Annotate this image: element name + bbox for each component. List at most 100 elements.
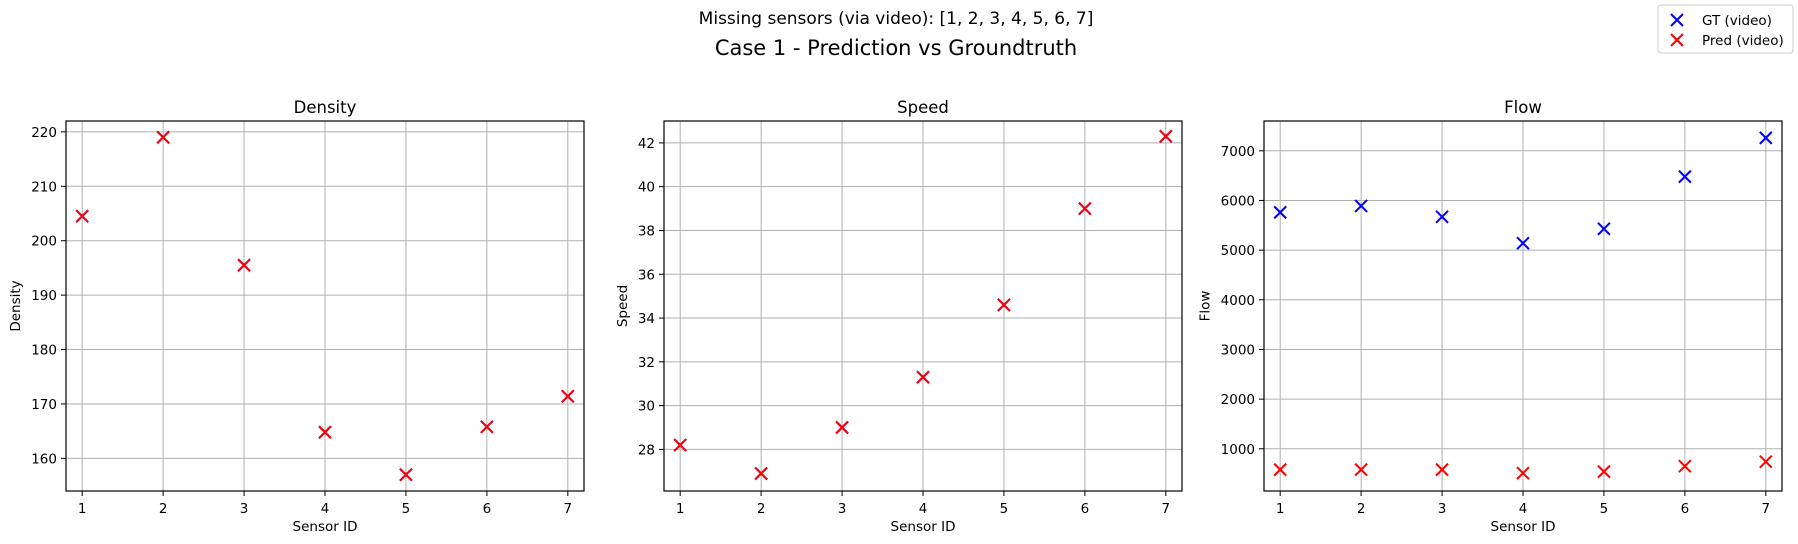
grid	[664, 121, 1182, 491]
x-tick-label: 7	[1762, 501, 1771, 517]
y-tick-label: 160	[31, 451, 57, 467]
data-point	[480, 420, 494, 434]
y-tick-label: 7000	[1221, 144, 1255, 160]
data-point	[1597, 464, 1611, 479]
data-point	[1678, 459, 1692, 473]
data-point	[1159, 129, 1173, 144]
legend-marker-pred	[1670, 33, 1684, 47]
y-tick-label: 42	[638, 136, 655, 152]
x-tick-label: 5	[402, 501, 411, 517]
y-tick-label: 220	[31, 125, 57, 141]
y-tick-label: 36	[638, 267, 655, 283]
y-tick-label: 30	[638, 399, 655, 415]
x-tick-label: 6	[1681, 501, 1690, 517]
y-tick-label: 6000	[1221, 193, 1255, 209]
x-tick-label: 2	[757, 501, 766, 517]
data-point	[1354, 199, 1368, 213]
data-point	[1273, 462, 1287, 477]
data-point	[1759, 454, 1773, 469]
data-point	[1597, 222, 1611, 236]
legend-label-gt: GT (video)	[1702, 13, 1772, 29]
y-tick-label: 180	[31, 343, 57, 359]
x-tick-label: 6	[483, 501, 492, 517]
data-point	[997, 298, 1011, 312]
series-gt	[1273, 131, 1773, 250]
y-axis-label: Flow	[1198, 291, 1214, 322]
subplot-title: Flow	[1504, 98, 1542, 117]
data-point	[561, 389, 575, 404]
x-tick-label: 2	[1357, 501, 1366, 517]
y-tick-label: 2000	[1221, 392, 1255, 408]
x-tick-label: 1	[78, 501, 87, 517]
y-tick-label: 200	[31, 234, 57, 250]
x-tick-label: 4	[321, 501, 330, 517]
data-point	[1516, 466, 1530, 480]
data-point	[75, 209, 89, 223]
y-tick-label: 4000	[1221, 293, 1255, 309]
y-tick-label: 38	[638, 223, 655, 239]
data-point	[673, 438, 687, 452]
grid	[1264, 121, 1782, 491]
x-tick-label: 4	[919, 501, 928, 517]
x-tick-label: 2	[159, 501, 168, 517]
legend-label-pred: Pred (video)	[1702, 33, 1784, 49]
y-axis-label: Speed	[615, 285, 631, 327]
x-tick-label: 1	[1276, 501, 1285, 517]
series-pred	[1273, 454, 1773, 480]
data-point	[835, 420, 849, 435]
x-tick-label: 1	[676, 501, 685, 517]
subplot-1: 1 2 3 4 5 6 7 160 170 180 190 200 210 220 Density Senso…	[8, 98, 585, 535]
data-point	[1078, 201, 1092, 216]
x-tick-label: 3	[838, 501, 847, 517]
x-tick-label: 3	[240, 501, 249, 517]
data-point	[237, 258, 251, 272]
legend-entry-gt: GT (video)	[1670, 13, 1772, 29]
legend-marker-gt	[1670, 13, 1684, 27]
x-axis-label: Sensor ID	[1491, 519, 1556, 535]
data-point	[156, 130, 170, 145]
y-axis-label: Density	[8, 280, 24, 331]
subplot-title: Density	[294, 98, 357, 117]
y-tick-label: 170	[31, 397, 57, 413]
y-tick-label: 3000	[1221, 342, 1255, 358]
legend-frame	[1657, 4, 1794, 54]
data-point	[318, 425, 332, 439]
data-point	[754, 466, 768, 481]
subplots: 1 2 3 4 5 6 7160170180190200210220DensitySenso…	[8, 98, 1783, 535]
y-tick-label: 5000	[1221, 243, 1255, 259]
x-tick-label: 5	[1000, 501, 1009, 517]
y-tick-label: 32	[638, 355, 655, 371]
data-point	[1435, 210, 1449, 224]
data-point	[399, 467, 413, 482]
y-tick-label: 28	[638, 442, 655, 458]
data-point	[1678, 169, 1692, 184]
x-tick-label: 7	[1162, 501, 1171, 517]
subplot-3: 1 2 3 4 5 6 7 1000 2000 3000 4000 5000 6000 7000 Flow S…	[1198, 98, 1783, 535]
x-tick-label: 5	[1600, 501, 1609, 517]
subplot-title: Speed	[897, 98, 949, 117]
y-tick-label: 34	[638, 311, 655, 327]
data-point	[1759, 131, 1773, 145]
x-tick-label: 7	[564, 501, 573, 517]
x-tick-label: 4	[1519, 501, 1528, 517]
data-point	[1354, 462, 1368, 477]
x-axis-label: Sensor ID	[293, 519, 358, 535]
x-tick-label: 3	[1438, 501, 1447, 517]
figure-suptitle: Missing sensors (via video): [1, 2, 3, 4…	[699, 9, 1094, 29]
data-point	[916, 370, 930, 384]
legend-entry-pred: Pred (video)	[1670, 33, 1784, 49]
data-point	[1273, 205, 1287, 220]
y-tick-label: 210	[31, 179, 57, 195]
y-tick-label: 1000	[1221, 442, 1255, 458]
data-point	[1435, 462, 1449, 477]
x-axis-label: Sensor ID	[891, 519, 956, 535]
figure-title: Case 1 - Prediction vs Groundtruth	[715, 36, 1077, 60]
grid	[66, 121, 584, 491]
data-point	[1516, 236, 1530, 250]
series-pred	[75, 130, 575, 482]
series-pred	[673, 129, 1173, 481]
y-tick-label: 40	[638, 180, 655, 196]
legend: GT (video) Pred (video)	[1657, 4, 1794, 54]
